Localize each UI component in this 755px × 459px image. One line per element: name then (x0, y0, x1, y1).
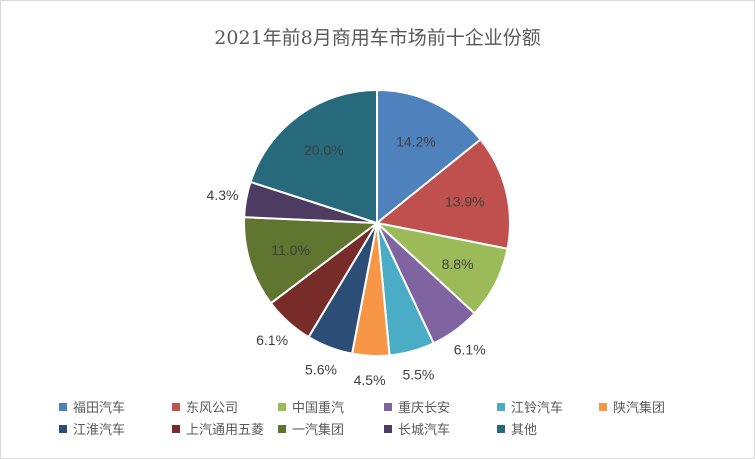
slice-label-3: 8.8% (442, 256, 474, 272)
legend-swatch (384, 425, 392, 433)
legend-swatch (278, 425, 286, 433)
legend-item-10: 长城汽车 (384, 423, 450, 439)
legend-swatch (59, 425, 67, 433)
legend-item-11: 其他 (497, 423, 537, 439)
legend-swatch (172, 403, 180, 411)
slice-label-10: 4.3% (207, 187, 239, 203)
legend-swatch (172, 425, 180, 433)
pie-slice-1 (376, 88, 482, 226)
legend-swatch (599, 403, 607, 411)
legend-item-7: 江淮汽车 (59, 423, 125, 439)
slice-label-1: 14.2% (396, 133, 436, 149)
legend-item-4: 重庆长安 (384, 401, 450, 417)
legend-label: 一汽集团 (292, 423, 345, 438)
legend-item-5: 江铃汽车 (497, 401, 563, 417)
legend-item-2: 东风公司 (172, 401, 238, 417)
slice-label-6: 4.5% (354, 372, 386, 388)
legend-label: 东风公司 (186, 401, 239, 416)
legend-swatch (497, 425, 505, 433)
slice-label-11: 20.0% (304, 142, 344, 158)
pie-slice-11 (249, 88, 378, 225)
slice-label-5: 5.5% (402, 366, 434, 382)
legend-label: 长城汽车 (398, 423, 451, 438)
legend-swatch (59, 403, 67, 411)
legend-label: 江铃汽车 (511, 401, 564, 416)
pie-slice-2 (374, 138, 512, 250)
legend-item-8: 上汽通用五菱 (172, 423, 264, 439)
legend-label: 中国重汽 (292, 401, 345, 416)
legend-label: 上汽通用五菱 (186, 423, 265, 438)
legend-label: 陕汽集团 (613, 401, 666, 416)
legend-label: 其他 (511, 423, 538, 438)
legend-item-3: 中国重汽 (278, 401, 344, 417)
slice-label-7: 5.6% (305, 362, 337, 378)
legend-item-1: 福田汽车 (59, 401, 125, 417)
legend-swatch (497, 403, 505, 411)
legend-label: 重庆长安 (398, 401, 451, 416)
legend-item-6: 陕汽集团 (599, 401, 665, 417)
pie-slice-9 (243, 216, 380, 305)
slice-label-2: 13.9% (445, 193, 485, 209)
legend-swatch (384, 403, 392, 411)
legend-label: 江淮汽车 (73, 423, 126, 438)
chart-title: 2021年前8月商用车市场前十企业份额 (214, 27, 541, 49)
legend-item-9: 一汽集团 (278, 423, 344, 439)
slice-label-9: 11.0% (271, 242, 310, 258)
slice-label-8: 6.1% (256, 332, 288, 348)
slice-label-4: 6.1% (454, 342, 486, 358)
legend-label: 福田汽车 (73, 401, 126, 416)
legend-swatch (278, 403, 286, 411)
